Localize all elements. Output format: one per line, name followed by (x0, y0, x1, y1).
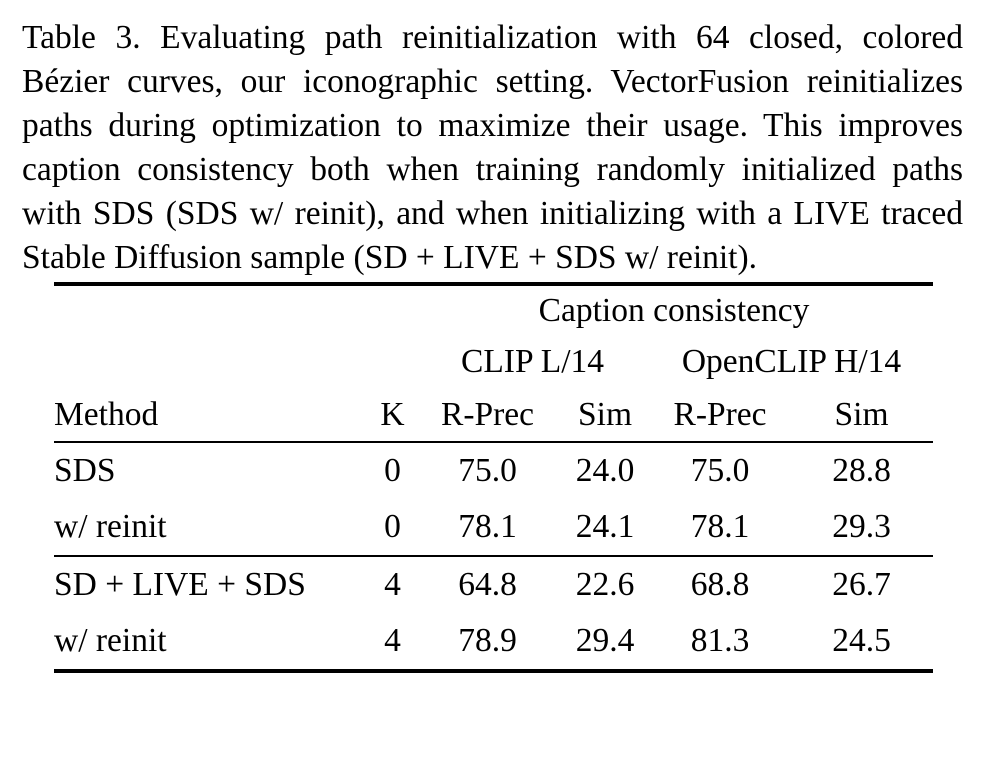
table-caption: Table 3. Evaluating path reinitializatio… (22, 16, 963, 280)
results-table: Caption consistency CLIP L/14 OpenCLIP H… (54, 282, 933, 673)
k-cell: 4 (384, 566, 401, 603)
value-cell: 68.8 (690, 566, 750, 603)
model-header-row: CLIP L/14 OpenCLIP H/14 (54, 336, 933, 388)
value-cell: 75.0 (458, 452, 517, 489)
caption-line: with SDS (SDS w/ reinit), and when initi… (22, 195, 963, 232)
k-cell: 0 (384, 508, 401, 545)
table-row-sd-live-sds-reinit: w/ reinit 4 78.9 29.4 81.3 24.5 (54, 613, 933, 671)
model-header-openclip-h14: OpenCLIP H/14 (681, 343, 902, 380)
value-cell: 22.6 (575, 566, 635, 603)
method-cell: SD + LIVE + SDS (54, 566, 306, 603)
value-cell: 78.1 (458, 508, 517, 545)
caption-line: caption consistency both when training r… (22, 151, 963, 188)
value-cell: 26.7 (832, 566, 891, 603)
value-cell: 78.9 (458, 622, 517, 659)
method-cell: SDS (54, 452, 116, 489)
column-header-method: Method (54, 395, 159, 433)
k-cell: 0 (384, 452, 401, 489)
caption-line: Bézier curves, our iconographic setting.… (22, 63, 963, 100)
model-header-clip-l14: CLIP L/14 (461, 343, 604, 380)
value-cell: 29.3 (832, 508, 891, 545)
column-header-sim-clip: Sim (578, 395, 632, 433)
value-cell: 75.0 (690, 452, 750, 489)
table-row-sds: SDS 0 75.0 24.0 75.0 28.8 (54, 442, 933, 499)
value-cell: 64.8 (458, 566, 517, 603)
value-cell: 29.4 (575, 622, 635, 659)
value-cell: 28.8 (832, 452, 891, 489)
column-header-rprec-clip: R-Prec (440, 395, 535, 433)
caption-line: Table 3. Evaluating path reinitializatio… (22, 19, 963, 56)
empty-cell (54, 336, 415, 388)
table-row-sds-reinit: w/ reinit 0 78.1 24.1 78.1 29.3 (54, 499, 933, 556)
column-header-sim-openclip: Sim (834, 395, 889, 433)
table-row-sd-live-sds: SD + LIVE + SDS 4 64.8 22.6 68.8 26.7 (54, 556, 933, 613)
value-cell: 24.5 (832, 622, 891, 659)
value-cell: 24.1 (575, 508, 635, 545)
column-header-k: K (380, 395, 405, 433)
method-cell: w/ reinit (54, 508, 167, 545)
group-header-row: Caption consistency (54, 284, 933, 336)
caption-line: paths during optimization to maximize th… (22, 107, 963, 144)
group-header-caption-consistency: Caption consistency (538, 292, 810, 329)
empty-cell (54, 284, 415, 336)
k-cell: 4 (384, 622, 401, 659)
value-cell: 24.0 (575, 452, 635, 489)
column-header-rprec-openclip: R-Prec (673, 395, 767, 433)
method-cell: w/ reinit (54, 622, 167, 659)
column-header-row: Method K R-Prec Sim R-Prec Sim (54, 388, 933, 442)
value-cell: 78.1 (690, 508, 750, 545)
caption-line: Stable Diffusion sample (SD + LIVE + SDS… (22, 239, 758, 276)
value-cell: 81.3 (690, 622, 750, 659)
